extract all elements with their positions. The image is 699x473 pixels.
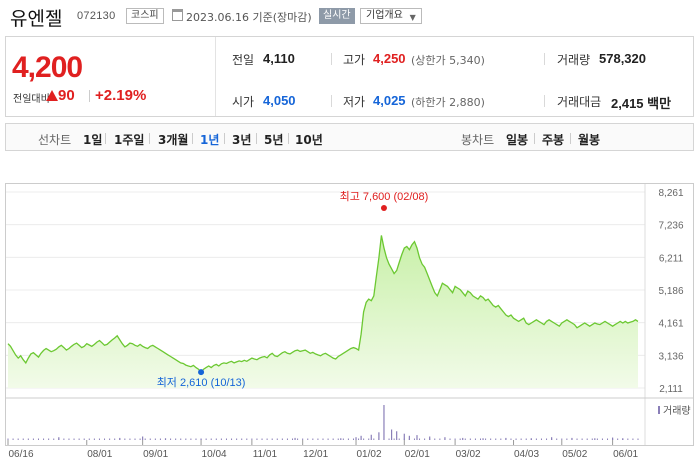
market-badge: 코스피 <box>126 8 164 24</box>
line-chart-label: 선차트 <box>38 133 72 147</box>
candle-weekly[interactable]: 주봉 <box>542 133 565 147</box>
divider <box>570 133 571 144</box>
divider <box>224 133 225 144</box>
x-tick-label: 03/02 <box>456 449 481 460</box>
up-triangle-icon <box>46 90 58 101</box>
change-value: 90 <box>58 87 75 104</box>
x-tick-label: 09/01 <box>143 449 168 460</box>
low-value: 4,025 <box>373 93 406 108</box>
prev-close-label: 전일 <box>232 53 255 67</box>
y-tick-label: 2,111 <box>659 384 683 395</box>
chart-period-bar: 선차트 1일 1주일 3개월 1년 3년 5년 10년 봉차트 일봉 주봉 월봉 <box>5 123 694 151</box>
x-tick-label: 06/16 <box>8 449 33 460</box>
divider <box>544 53 545 65</box>
max-marker <box>380 205 387 211</box>
trade-value-label: 거래대금 <box>557 95 602 109</box>
company-info-label: 기업개요 <box>366 10 403 21</box>
max-annotation: 최고 7,600 (02/08) <box>340 190 429 203</box>
x-tick-label: 01/02 <box>357 449 382 460</box>
price-area <box>8 235 638 388</box>
divider <box>544 95 545 107</box>
min-annotation: 최저 2,610 (10/13) <box>157 376 246 389</box>
x-tick-label: 02/01 <box>405 449 430 460</box>
base-date: 2023.06.16 기준(장마감) <box>186 11 312 24</box>
divider <box>288 133 289 144</box>
lower-limit: (하한가 2,880) <box>411 96 485 109</box>
price-summary: 4,200 전일대비 90 +2.19% 전일 4,110 고가 4,250 (… <box>5 36 694 117</box>
candle-chart-label: 봉차트 <box>461 133 495 147</box>
change-percent: +2.19% <box>88 87 147 104</box>
prev-close-value: 4,110 <box>263 51 295 66</box>
candle-daily[interactable]: 일봉 <box>506 133 529 147</box>
period-3m[interactable]: 3개월 <box>158 133 189 147</box>
low-label: 저가 <box>343 95 366 109</box>
high-value: 4,250 <box>373 51 406 66</box>
period-1w[interactable]: 1주일 <box>114 133 145 147</box>
period-1d[interactable]: 1일 <box>83 133 103 147</box>
y-tick-label: 3,136 <box>658 351 683 362</box>
x-tick-label: 04/03 <box>514 449 539 460</box>
x-tick-label: 11/01 <box>253 449 278 460</box>
volume-legend-icon <box>658 406 660 414</box>
divider <box>331 95 332 107</box>
x-tick-label: 12/01 <box>303 449 328 460</box>
open-value: 4,050 <box>263 93 296 108</box>
volume-label: 거래량 <box>663 405 691 417</box>
divider <box>256 133 257 144</box>
y-tick-label: 6,211 <box>659 253 684 264</box>
candle-monthly[interactable]: 월봉 <box>578 133 601 147</box>
y-tick-label: 4,161 <box>658 319 683 330</box>
divider <box>192 133 193 144</box>
x-tick-label: 05/02 <box>562 449 587 460</box>
change-label: 전일대비 <box>13 94 50 105</box>
min-marker <box>198 369 205 376</box>
period-10y[interactable]: 10년 <box>295 133 323 147</box>
chevron-down-icon: ▼ <box>409 13 416 22</box>
open-label: 시가 <box>232 95 255 109</box>
stock-code: 072130 <box>77 10 116 22</box>
current-price: 4,200 <box>12 51 83 84</box>
volume-value: 578,320 <box>599 51 646 66</box>
divider <box>534 133 535 144</box>
trade-value: 2,415 백만 <box>611 96 672 111</box>
period-3y[interactable]: 3년 <box>232 133 252 147</box>
volume-label: 거래량 <box>557 53 591 67</box>
divider <box>105 133 106 144</box>
x-tick-label: 10/04 <box>202 449 227 460</box>
x-tick-label: 06/01 <box>613 449 638 460</box>
y-tick-label: 7,236 <box>658 221 683 232</box>
company-info-dropdown[interactable]: 기업개요 ▼ <box>360 8 422 24</box>
upper-limit: (상한가 5,340) <box>411 54 485 67</box>
period-1y[interactable]: 1년 <box>200 133 220 147</box>
period-5y[interactable]: 5년 <box>264 133 284 147</box>
calendar-icon <box>172 9 183 21</box>
high-label: 고가 <box>343 53 366 67</box>
price-chart-frame <box>5 183 694 446</box>
current-price-panel: 4,200 전일대비 90 +2.19% <box>6 37 216 116</box>
realtime-button[interactable]: 실시간 <box>319 8 355 24</box>
stock-name: 유엔젤 <box>10 8 63 30</box>
divider <box>149 133 150 144</box>
y-tick-label: 8,261 <box>658 188 683 199</box>
y-tick-label: 5,186 <box>658 286 683 297</box>
price-line <box>7 235 639 374</box>
x-tick-label: 08/01 <box>87 449 112 460</box>
divider <box>331 53 332 65</box>
